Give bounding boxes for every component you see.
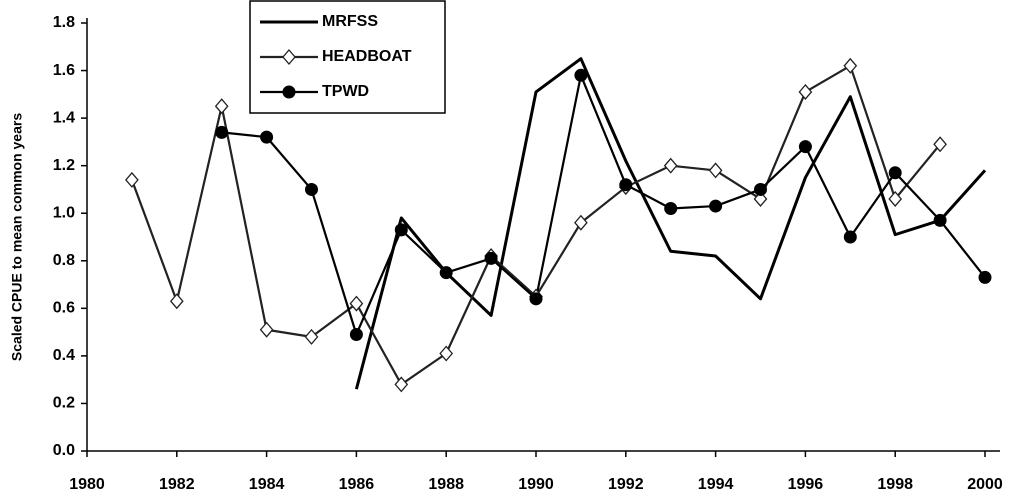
marker-diamond bbox=[798, 83, 813, 100]
x-tick-label: 1990 bbox=[518, 476, 554, 493]
marker-diamond bbox=[169, 293, 184, 310]
y-tick-label: 1.8 bbox=[53, 14, 75, 31]
marker-circle bbox=[349, 327, 363, 341]
x-tick-label: 1994 bbox=[698, 476, 734, 493]
x-tick-label: 1982 bbox=[159, 476, 195, 493]
x-tick-label: 1984 bbox=[249, 476, 285, 493]
marker-diamond bbox=[125, 171, 139, 188]
y-tick-label: 1.0 bbox=[53, 204, 75, 221]
marker-circle bbox=[215, 125, 229, 139]
legend-label: HEADBOAT bbox=[322, 48, 412, 65]
y-tick-label: 1.6 bbox=[53, 62, 75, 79]
marker-circle bbox=[888, 166, 902, 180]
marker-diamond bbox=[214, 98, 229, 115]
marker-diamond bbox=[349, 295, 364, 312]
legend-label: TPWD bbox=[322, 83, 369, 100]
marker-circle bbox=[619, 178, 633, 192]
marker-circle bbox=[484, 251, 498, 265]
marker-circle bbox=[978, 270, 992, 284]
x-tick-label: 1980 bbox=[69, 476, 105, 493]
marker-circle bbox=[664, 201, 678, 215]
marker-diamond bbox=[888, 190, 903, 207]
marker-diamond bbox=[439, 345, 454, 362]
legend-label: MRFSS bbox=[322, 13, 378, 30]
marker-diamond bbox=[394, 376, 409, 393]
marker-diamond bbox=[282, 49, 296, 65]
y-tick-label: 1.4 bbox=[53, 109, 75, 126]
x-tick-label: 1992 bbox=[608, 476, 644, 493]
y-axis-label: Scaled CPUE to mean common years bbox=[9, 113, 25, 361]
marker-circle bbox=[260, 130, 274, 144]
y-tick-label: 0.4 bbox=[53, 347, 75, 364]
x-tick-label: 1998 bbox=[877, 476, 913, 493]
x-tick-label: 2000 bbox=[967, 476, 1003, 493]
marker-diamond bbox=[933, 136, 947, 153]
marker-diamond bbox=[574, 214, 588, 231]
marker-circle bbox=[439, 266, 453, 280]
marker-circle bbox=[933, 213, 947, 227]
marker-diamond bbox=[843, 57, 858, 74]
marker-circle bbox=[709, 199, 723, 213]
marker-diamond bbox=[259, 321, 274, 338]
y-tick-label: 1.2 bbox=[53, 157, 75, 174]
marker-diamond bbox=[708, 162, 723, 179]
series-line bbox=[221, 74, 986, 336]
marker-diamond bbox=[663, 157, 678, 174]
marker-circle bbox=[798, 140, 812, 154]
y-tick-label: 0.8 bbox=[53, 252, 75, 269]
marker-circle bbox=[754, 182, 767, 196]
marker-diamond bbox=[753, 190, 768, 207]
marker-circle bbox=[305, 182, 318, 196]
series-line bbox=[354, 57, 987, 390]
marker-circle bbox=[843, 230, 857, 244]
marker-circle bbox=[574, 68, 588, 82]
x-tick-label: 1996 bbox=[788, 476, 824, 493]
x-tick-label: 1988 bbox=[428, 476, 464, 493]
x-tick-label: 1986 bbox=[339, 476, 375, 493]
marker-circle bbox=[529, 292, 543, 306]
y-tick-label: 0.6 bbox=[53, 300, 75, 317]
marker-diamond bbox=[304, 328, 319, 345]
y-tick-label: 0.0 bbox=[53, 442, 75, 459]
y-tick-label: 0.2 bbox=[53, 395, 75, 412]
marker-circle bbox=[394, 223, 408, 237]
marker-circle bbox=[282, 85, 296, 99]
